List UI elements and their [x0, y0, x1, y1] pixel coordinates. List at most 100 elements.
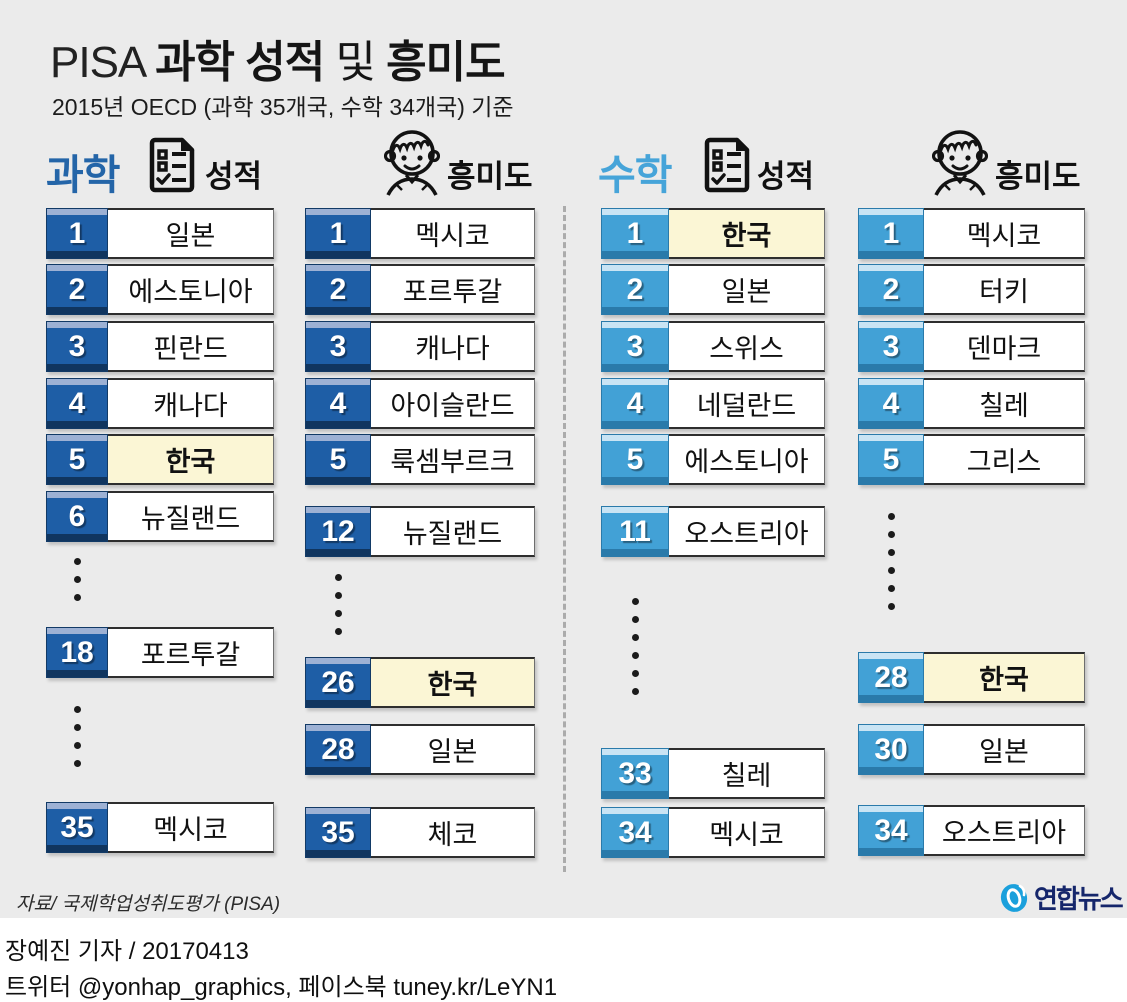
dot: [887, 549, 895, 556]
country-cell: 뉴질랜드: [108, 491, 274, 542]
rank-row: 3 스위스: [601, 321, 825, 372]
student-face-icon: [384, 126, 440, 196]
reporter-credit: 장예진 기자 / 20170413: [5, 938, 249, 965]
country-cell: 한국: [669, 208, 825, 259]
header-science-score: 성적: [205, 159, 263, 194]
rank-row: 1 멕시코: [305, 208, 535, 259]
title-and: 및: [324, 38, 387, 87]
header-math-interest: 흥미도: [995, 159, 1081, 194]
rank-badge: 1: [858, 208, 924, 259]
rank-badge: 3: [858, 321, 924, 372]
rank-row: 1 일본: [46, 208, 274, 259]
rank-badge: 4: [858, 378, 924, 429]
country-cell: 한국: [371, 657, 535, 708]
rank-badge: 4: [46, 378, 108, 429]
rank-row: 6 뉴질랜드: [46, 491, 274, 542]
rank-badge: 1: [46, 208, 108, 259]
country-cell: 오스트리아: [924, 805, 1085, 856]
agency-name: 연합뉴스: [1034, 884, 1124, 914]
checklist-icon: [702, 137, 752, 193]
country-cell: 한국: [924, 652, 1085, 703]
rank-row: 5 한국: [46, 434, 274, 485]
country-cell: 오스트리아: [669, 506, 825, 557]
rank-row: 1 멕시코: [858, 208, 1085, 259]
dot: [73, 760, 81, 767]
rank-badge: 2: [305, 264, 371, 315]
rank-badge: 5: [858, 434, 924, 485]
rank-row: 5 룩셈부르크: [305, 434, 535, 485]
rank-badge: 18: [46, 627, 108, 678]
agency-logo: 연합뉴스: [998, 879, 1124, 916]
country-cell: 캐나다: [108, 378, 274, 429]
dot: [887, 531, 895, 538]
rank-row: 35 멕시코: [46, 802, 274, 853]
rank-row: 28 일본: [305, 724, 535, 775]
country-cell: 멕시코: [924, 208, 1085, 259]
dot: [631, 598, 639, 605]
country-cell: 체코: [371, 807, 535, 858]
rank-badge: 3: [305, 321, 371, 372]
rank-badge: 3: [601, 321, 669, 372]
title-pisa: PISA: [50, 38, 156, 87]
dot: [73, 742, 81, 749]
dot: [73, 576, 81, 583]
rank-badge: 2: [46, 264, 108, 315]
rank-row: 5 에스토니아: [601, 434, 825, 485]
rank-row: 33 칠레: [601, 748, 825, 799]
rank-badge: 28: [305, 724, 371, 775]
rank-badge: 3: [46, 321, 108, 372]
page-title: PISA 과학 성적 및 흥미도: [50, 26, 506, 90]
rank-badge: 30: [858, 724, 924, 775]
dot: [631, 652, 639, 659]
rank-badge: 4: [305, 378, 371, 429]
rank-row: 18 포르투갈: [46, 627, 274, 678]
country-cell: 칠레: [669, 748, 825, 799]
rank-row: 2 포르투갈: [305, 264, 535, 315]
rank-row: 28 한국: [858, 652, 1085, 703]
rank-row: 1 한국: [601, 208, 825, 259]
dot: [73, 594, 81, 601]
country-cell: 터키: [924, 264, 1085, 315]
country-cell: 멕시코: [371, 208, 535, 259]
rank-badge: 5: [601, 434, 669, 485]
source-note: 자료/ 국제학업성취도평가 (PISA): [16, 894, 281, 915]
rank-row: 4 아이슬란드: [305, 378, 535, 429]
ranking-column-math-interest: 1 멕시코 2 터키 3 덴마크 4 칠레 5 그리스 28 한국 30 일본 34 오스트리아: [858, 0, 1085, 900]
section-divider: [563, 206, 566, 872]
rank-row: 4 캐나다: [46, 378, 274, 429]
rank-row: 34 멕시코: [601, 807, 825, 858]
footer-band: [0, 918, 1127, 1002]
ranking-column-math-score: 1 한국 2 일본 3 스위스 4 네덜란드 5 에스토니아 11 오스트리아 33 칠레 34 멕시코: [601, 0, 825, 900]
rank-badge: 2: [601, 264, 669, 315]
dot: [631, 616, 639, 623]
dot: [334, 610, 342, 617]
country-cell: 덴마크: [924, 321, 1085, 372]
rank-row: 2 에스토니아: [46, 264, 274, 315]
rank-badge: 2: [858, 264, 924, 315]
subtitle: 2015년 OECD (과학 35개국, 수학 34개국) 기준: [52, 94, 514, 120]
rank-row: 4 칠레: [858, 378, 1085, 429]
rank-badge: 5: [46, 434, 108, 485]
dot: [887, 603, 895, 610]
rank-badge: 28: [858, 652, 924, 703]
rank-row: 5 그리스: [858, 434, 1085, 485]
rank-row: 35 체코: [305, 807, 535, 858]
dot: [631, 688, 639, 695]
rank-badge: 4: [601, 378, 669, 429]
rank-row: 2 터키: [858, 264, 1085, 315]
ranking-column-science-score: 1 일본 2 에스토니아 3 핀란드 4 캐나다 5 한국 6 뉴질랜드 18 포르투갈 35 멕시코: [46, 0, 274, 900]
section-label-math: 수학: [598, 152, 672, 198]
rank-row: 4 네덜란드: [601, 378, 825, 429]
title-interest: 흥미도: [386, 38, 505, 87]
student-face-icon: [932, 126, 988, 196]
country-cell: 네덜란드: [669, 378, 825, 429]
rank-badge: 26: [305, 657, 371, 708]
country-cell: 멕시코: [108, 802, 274, 853]
rank-row: 26 한국: [305, 657, 535, 708]
country-cell: 에스토니아: [108, 264, 274, 315]
country-cell: 룩셈부르크: [371, 434, 535, 485]
dot: [887, 513, 895, 520]
rank-badge: 11: [601, 506, 669, 557]
ellipsis-dots: [858, 513, 924, 610]
country-cell: 일본: [108, 208, 274, 259]
